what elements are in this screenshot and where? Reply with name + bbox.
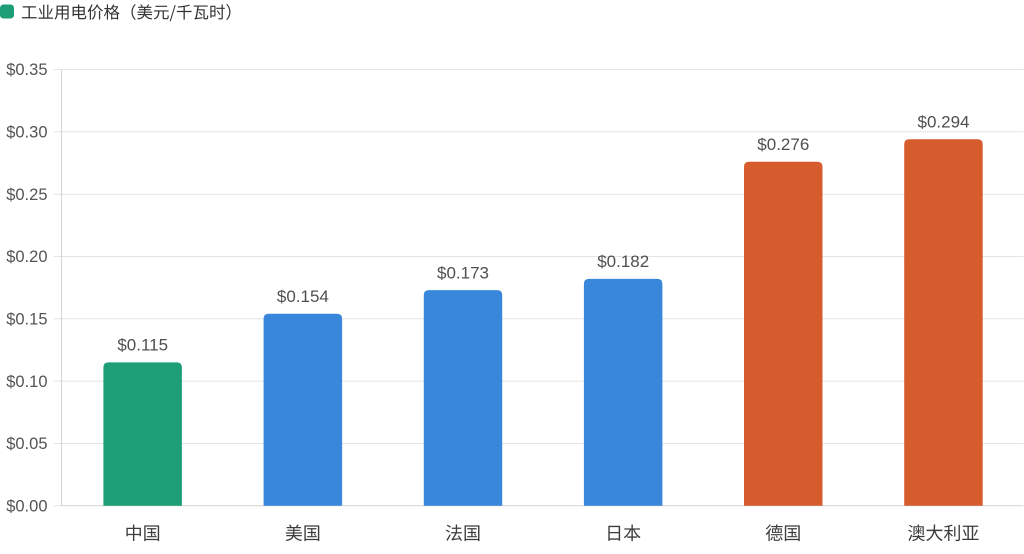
- svg-text:$0.294: $0.294: [918, 113, 970, 132]
- svg-text:$0.05: $0.05: [6, 435, 47, 453]
- svg-text:$0.276: $0.276: [757, 135, 809, 154]
- svg-text:$0.154: $0.154: [277, 287, 329, 306]
- svg-text:$0.00: $0.00: [6, 498, 47, 516]
- svg-text:$0.182: $0.182: [597, 252, 649, 271]
- svg-text:$0.173: $0.173: [437, 263, 489, 282]
- svg-text:$0.20: $0.20: [6, 248, 47, 266]
- svg-text:$0.35: $0.35: [6, 61, 47, 79]
- svg-text:$0.10: $0.10: [6, 373, 47, 391]
- svg-text:$0.115: $0.115: [117, 336, 168, 355]
- svg-text:$0.15: $0.15: [6, 311, 47, 329]
- svg-text:$0.30: $0.30: [6, 124, 47, 142]
- svg-text:$0.25: $0.25: [6, 186, 47, 204]
